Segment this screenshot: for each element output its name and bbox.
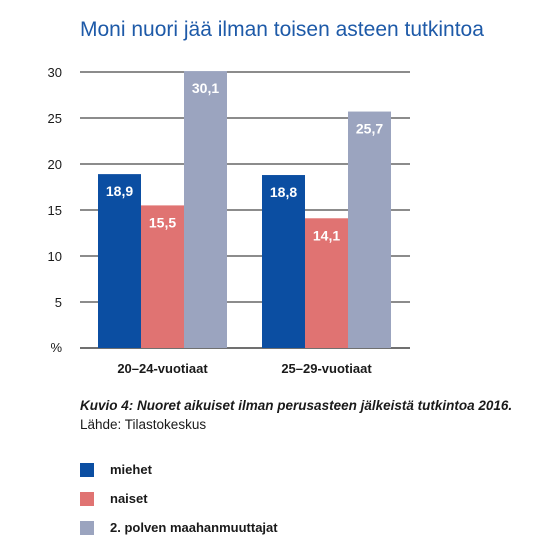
caption-text: Kuvio 4: Nuoret aikuiset ilman perusaste…: [80, 398, 513, 413]
y-tick-label: 5: [55, 295, 62, 310]
legend-label: miehet: [110, 462, 152, 477]
bar-value-label: 14,1: [313, 227, 340, 243]
bars: [98, 71, 391, 348]
legend: miehet naiset 2. polven maahanmuuttajat: [80, 455, 278, 542]
chart-title: Moni nuori jää ilman toisen asteen tutki…: [80, 18, 484, 41]
x-axis-tick-labels: 20–24-vuotiaat 25–29-vuotiaat: [117, 361, 372, 376]
caption-source: Lähde: Tilastokeskus: [80, 417, 207, 432]
bar-value-label: 30,1: [192, 80, 219, 96]
y-tick-label: 25: [48, 111, 62, 126]
y-tick-label: 20: [48, 157, 62, 172]
bar-value-label: 18,9: [106, 183, 133, 199]
bar: [305, 218, 348, 348]
legend-swatch: [80, 520, 94, 535]
legend-item: naiset: [80, 484, 278, 513]
y-tick-label: 30: [48, 65, 62, 80]
figure-caption: Kuvio 4: Nuoret aikuiset ilman perusaste…: [80, 396, 546, 434]
bar-value-label: 15,5: [149, 214, 176, 230]
legend-label: naiset: [110, 491, 148, 506]
legend-swatch: [80, 491, 94, 506]
legend-swatch: [80, 462, 94, 477]
y-tick-label: 10: [48, 249, 62, 264]
y-tick-label: 15: [48, 203, 62, 218]
y-axis-tick-labels: 30 25 20 15 10 5%: [48, 65, 63, 355]
bar: [348, 111, 391, 348]
legend-item: 2. polven maahanmuuttajat: [80, 513, 278, 542]
legend-label: 2. polven maahanmuuttajat: [110, 520, 278, 535]
bar: [98, 174, 141, 348]
bar-value-label: 18,8: [270, 184, 297, 200]
x-tick-label: 20–24-vuotiaat: [117, 361, 208, 376]
bar: [141, 205, 184, 348]
bar-value-label: 25,7: [356, 121, 383, 137]
bar-chart: 30 25 20 15 10 5% 18,9 15,5 30,1 18,8 14,1 25,7 20…: [48, 65, 410, 376]
legend-item: miehet: [80, 455, 278, 484]
x-tick-label: 25–29-vuotiaat: [281, 361, 372, 376]
y-unit-label: %: [50, 340, 62, 355]
bar: [262, 175, 305, 348]
bar-value-labels: 18,9 15,5 30,1 18,8 14,1 25,7: [106, 80, 383, 243]
bar: [184, 71, 227, 348]
